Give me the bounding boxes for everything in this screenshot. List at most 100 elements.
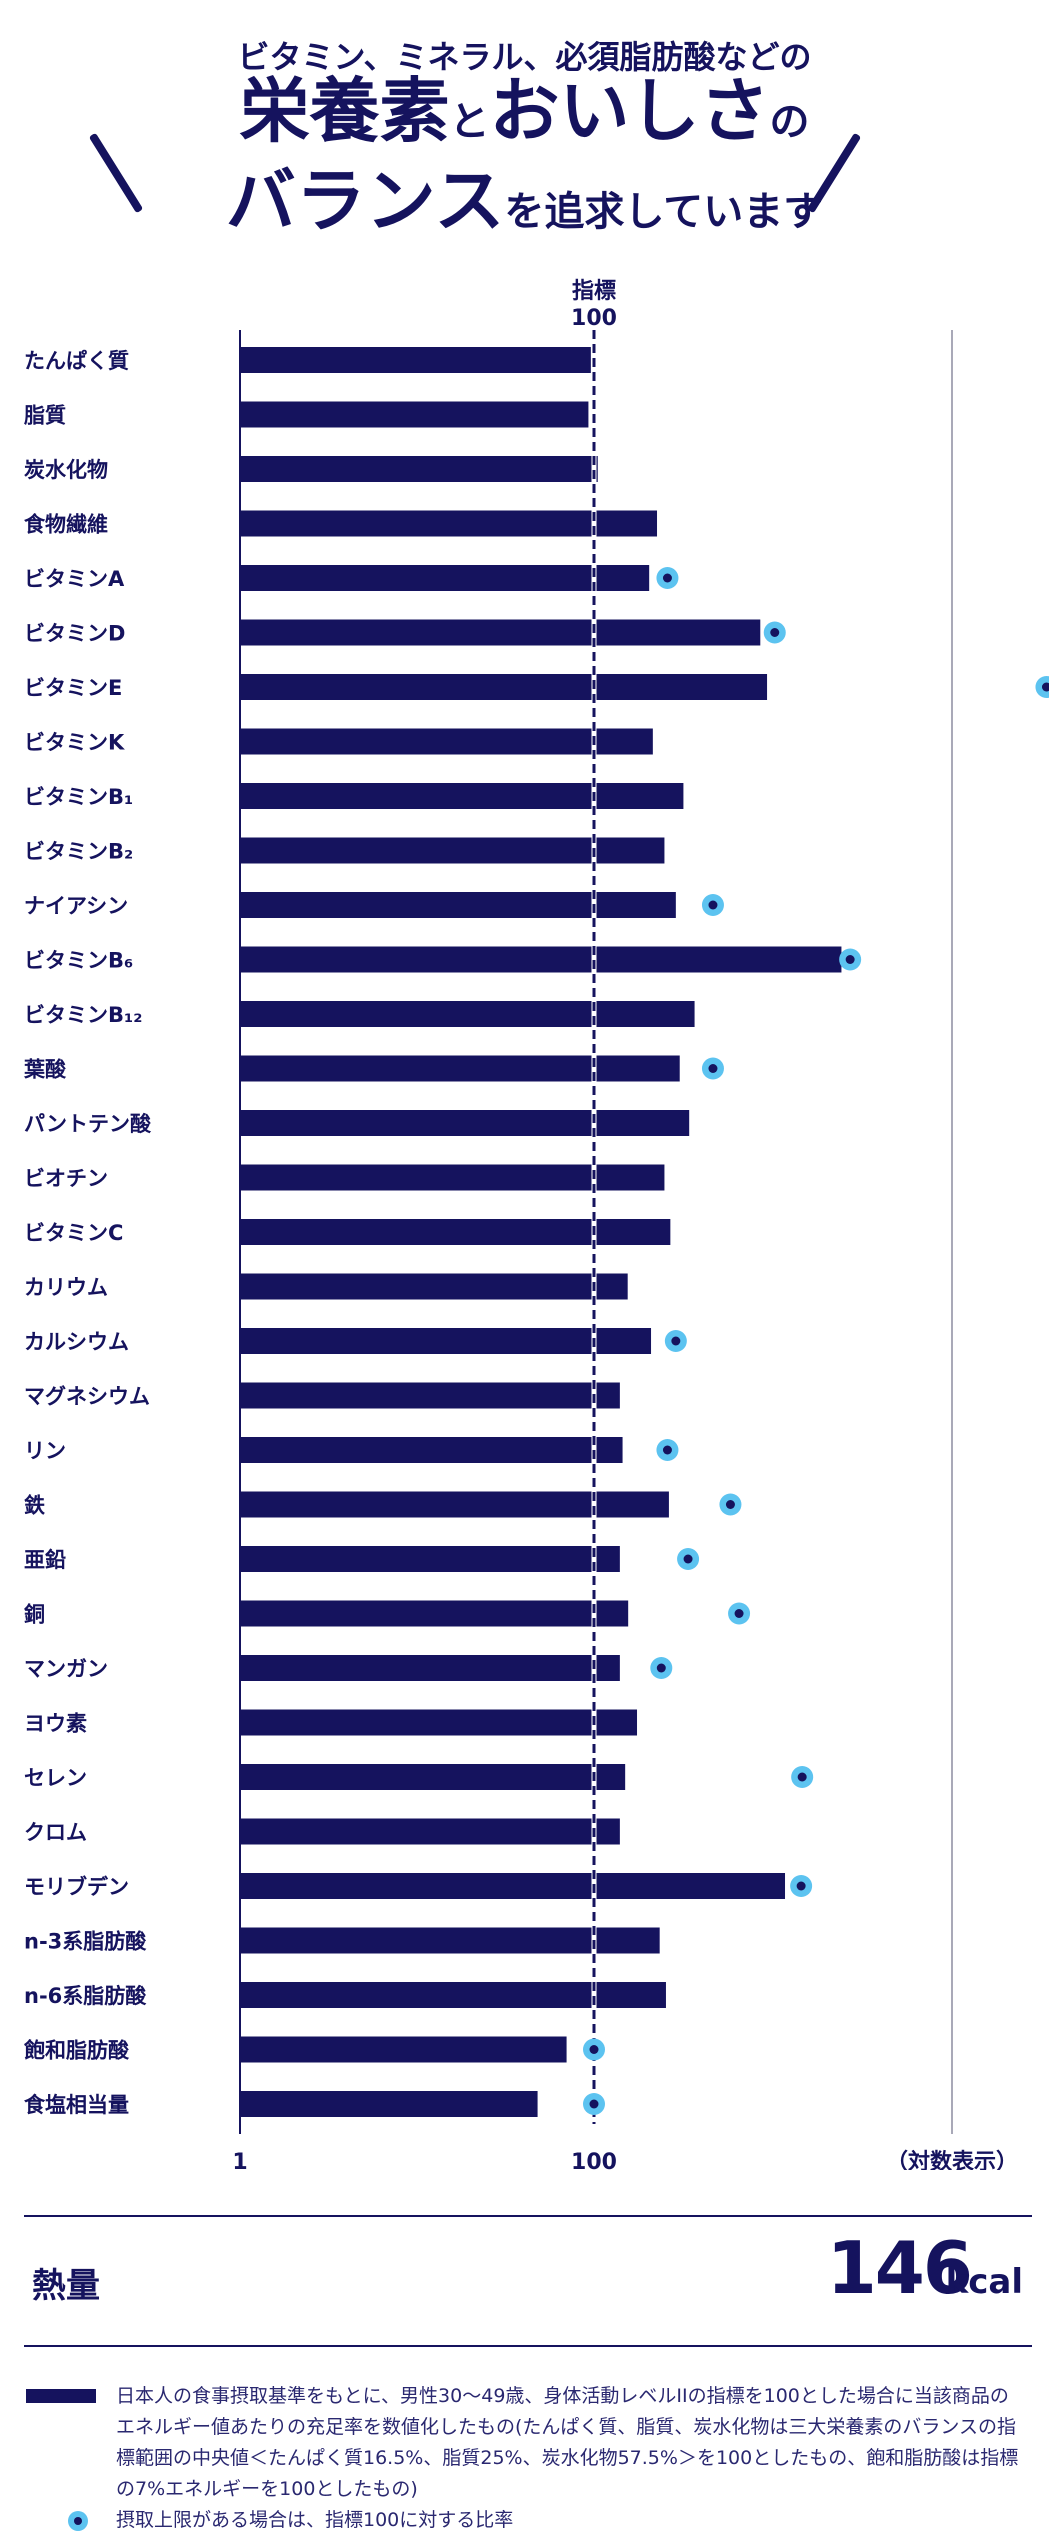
bar (240, 1764, 626, 1790)
legend-bar-swatch (26, 2389, 96, 2403)
category-label: モリブデン (24, 1875, 129, 1899)
category-label: パントテン酸 (24, 1112, 152, 1136)
legend-bar-text: 日本人の食事摂取基準をもとに、男性30〜49歳、身体活動レベルIIの指標を100… (116, 2385, 1019, 2500)
bar (240, 565, 650, 591)
bar (240, 1382, 620, 1409)
category-label: ビタミンB₁ (24, 785, 133, 809)
category-label: リン (24, 1439, 66, 1463)
headline-line1: ビタミン、ミネラル、必須脂肪酸などの (237, 38, 812, 76)
category-label: ビタミンC (24, 1221, 123, 1245)
category-label: ビタミンE (24, 676, 122, 700)
bar (240, 1709, 638, 1736)
upper-limit-dot-center (797, 1772, 807, 1782)
bar (240, 401, 589, 428)
category-label: 銅 (24, 1603, 45, 1627)
category-label: カリウム (24, 1276, 108, 1300)
bar (240, 892, 676, 918)
upper-limit-dot-center (662, 573, 672, 583)
headline-nutrients: 栄養素 (239, 70, 450, 152)
upper-limit-dot-center (734, 1609, 744, 1618)
bar (240, 837, 665, 864)
category-label: 亜鉛 (24, 1548, 66, 1572)
axis-note: （対数表示） (886, 2149, 1018, 2170)
bar (240, 1600, 629, 1627)
category-label: ナイアシン (24, 894, 128, 918)
bar (240, 674, 768, 700)
bar (240, 783, 684, 809)
energy-label: 熱量 (32, 2266, 100, 2306)
category-label: ビオチン (24, 1167, 108, 1191)
divider-bottom (24, 2345, 1032, 2347)
upper-limit-dot-center (589, 2099, 599, 2109)
headline-no: の (769, 99, 810, 145)
bar (240, 1437, 623, 1463)
page-header: ビタミン、ミネラル、必須脂肪酸などの 栄養素とおいしさの バランスを追求していま… (0, 0, 1049, 260)
x-tick-label: 100 (571, 2150, 617, 2170)
energy-value: 146 (826, 2226, 973, 2310)
bar (240, 1219, 671, 1245)
bar (240, 1818, 620, 1845)
category-label: 葉酸 (23, 1058, 67, 1082)
headline-line2: 栄養素とおいしさの (0, 76, 1049, 146)
category-label: n-3系脂肪酸 (24, 1930, 147, 1954)
legend-dot-text: 摂取上限がある場合は、指標100に対する比率 (116, 2509, 514, 2531)
category-label: n-6系脂肪酸 (24, 1984, 147, 2008)
category-label: 食物繊維 (24, 513, 108, 537)
reference-label-top: 指標 (572, 279, 616, 304)
category-label: ビタミンA (24, 567, 125, 591)
category-label: 食塩相当量 (24, 2093, 129, 2117)
bar (240, 1164, 665, 1191)
bar (240, 456, 598, 482)
bar (240, 1982, 666, 2008)
upper-limit-dot-center (796, 1881, 806, 1891)
legend-dot-marker (68, 2511, 88, 2531)
upper-limit-dot-center (725, 1500, 735, 1509)
energy-unit: kcal (945, 2262, 1023, 2302)
headline-line3: バランスを追求しています (0, 166, 1049, 236)
category-label: ビタミンB₂ (24, 840, 133, 864)
headline-balance: バランス (225, 160, 505, 242)
bar (240, 1655, 620, 1681)
headline-taste: おいしさ (489, 70, 770, 152)
category-label: マンガン (24, 1657, 108, 1681)
bar (240, 510, 658, 537)
upper-limit-dot-center (589, 2045, 599, 2054)
category-label: セレン (24, 1766, 87, 1790)
bar (240, 2091, 538, 2117)
upper-limit-dot-center (1041, 682, 1049, 692)
reference-label-value: 100 (571, 306, 617, 331)
category-label: ビタミンD (24, 622, 125, 646)
category-label: ヨウ素 (24, 1712, 87, 1736)
bar (240, 1110, 690, 1136)
upper-limit-dot-center (708, 900, 718, 910)
upper-limit-dot-center (683, 1554, 693, 1564)
upper-limit-dot-center (845, 955, 855, 964)
category-label: 鉄 (24, 1494, 45, 1518)
x-tick-label: 1 (232, 2150, 247, 2170)
bar (240, 1055, 680, 1082)
bar (240, 1873, 786, 1899)
bar (240, 728, 653, 755)
bar (240, 2036, 567, 2063)
upper-limit-dot-center (671, 1336, 681, 1346)
bar (240, 1001, 695, 1027)
bar (240, 1927, 660, 1954)
category-label: クロム (24, 1821, 87, 1845)
category-label: たんぱく質 (24, 349, 129, 373)
bar (240, 619, 761, 646)
headline-pursue: を追求しています (504, 189, 824, 235)
divider-top (24, 2215, 1032, 2217)
bar (240, 1491, 669, 1518)
category-label: 飽和脂肪酸 (23, 2039, 130, 2063)
headline-to: と (449, 99, 490, 145)
bar (240, 1546, 620, 1572)
category-label: 脂質 (24, 404, 66, 428)
category-label: ビタミンK (24, 731, 125, 755)
bar (240, 1328, 652, 1354)
upper-limit-dot-center (708, 1064, 718, 1073)
category-label: 炭水化物 (24, 458, 108, 482)
bar (240, 946, 842, 973)
upper-limit-dot-center (656, 1663, 666, 1673)
bar (240, 347, 591, 373)
